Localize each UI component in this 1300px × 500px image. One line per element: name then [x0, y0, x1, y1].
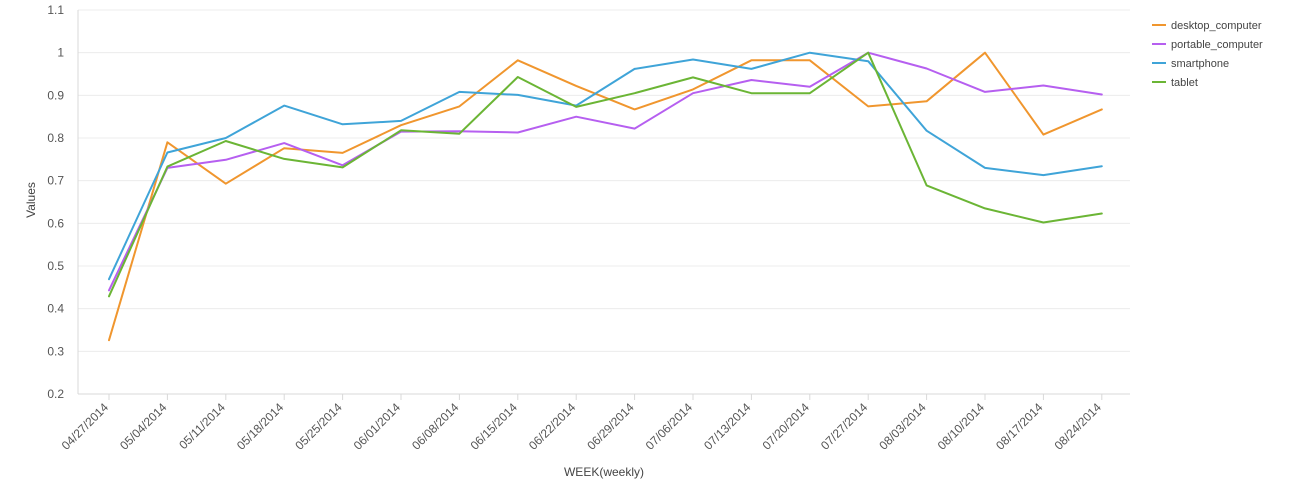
x-tick-label: 04/27/2014	[59, 400, 112, 453]
x-tick-label: 05/18/2014	[234, 400, 287, 453]
x-tick-label: 07/13/2014	[701, 400, 754, 453]
y-tick-label: 0.9	[47, 88, 64, 102]
x-tick-label: 07/27/2014	[818, 400, 871, 453]
y-tick-label: 1.1	[47, 3, 64, 17]
legend-item-tablet[interactable]: tablet	[1152, 77, 1198, 89]
y-tick-label: 0.4	[47, 302, 64, 316]
x-tick-label: 05/25/2014	[292, 400, 345, 453]
series-lines	[108, 51, 1103, 342]
x-tick-label: 06/15/2014	[468, 400, 521, 453]
series-line-tablet	[108, 51, 1103, 298]
axes	[77, 10, 1130, 400]
x-tick-label: 06/08/2014	[409, 400, 462, 453]
x-axis-title: WEEK(weekly)	[564, 465, 644, 479]
y-tick-label: 0.8	[47, 131, 64, 145]
y-tick-label: 0.2	[47, 387, 64, 401]
y-tick-label: 0.5	[47, 259, 64, 273]
y-tick-label: 0.7	[47, 174, 64, 188]
legend-label: smartphone	[1171, 58, 1229, 70]
x-tick-label: 07/06/2014	[643, 400, 696, 453]
legend[interactable]: desktop_computer portable_computersmartph…	[1152, 20, 1263, 89]
x-tick-label: 06/29/2014	[584, 400, 637, 453]
series-line-desktop-computer	[108, 51, 1103, 342]
y-tick-label: 0.6	[47, 216, 64, 230]
y-tick-label: 0.3	[47, 344, 64, 358]
x-tick-labels: 04/27/2014 05/04/2014 05/11/2014 05/18/2014…	[59, 400, 1104, 453]
y-tick-labels: 0.2 0.3 0.4 0.5 0.6 0.7 0.8 0.9 1 1.1	[47, 3, 64, 401]
legend-item-desktop-computer[interactable]: desktop_computer	[1152, 20, 1262, 32]
x-tick-label: 06/01/2014	[351, 400, 404, 453]
series-line-portable-computer	[108, 51, 1103, 292]
legend-label: desktop_computer	[1171, 20, 1262, 32]
x-tick-label: 08/03/2014	[876, 400, 929, 453]
series-line-smartphone	[108, 51, 1103, 281]
x-tick-label: 05/04/2014	[117, 400, 170, 453]
x-tick-label: 08/10/2014	[935, 400, 988, 453]
x-tick-label: 08/24/2014	[1052, 400, 1105, 453]
x-tick-label: 08/17/2014	[993, 400, 1046, 453]
legend-item-portable-computer[interactable]: portable_computer	[1152, 39, 1263, 51]
y-axis-title: Values	[24, 182, 38, 218]
x-tick-label: 05/11/2014	[176, 400, 228, 452]
legend-item-smartphone[interactable]: smartphone	[1152, 58, 1229, 70]
grid-lines	[78, 9, 1130, 352]
x-tick-label: 06/22/2014	[526, 400, 579, 453]
x-tick-label: 07/20/2014	[760, 400, 813, 453]
legend-label: portable_computer	[1171, 39, 1263, 51]
legend-label: tablet	[1171, 77, 1198, 89]
y-tick-label: 1	[57, 46, 64, 60]
